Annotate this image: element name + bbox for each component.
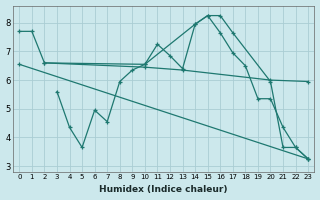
X-axis label: Humidex (Indice chaleur): Humidex (Indice chaleur)	[100, 185, 228, 194]
